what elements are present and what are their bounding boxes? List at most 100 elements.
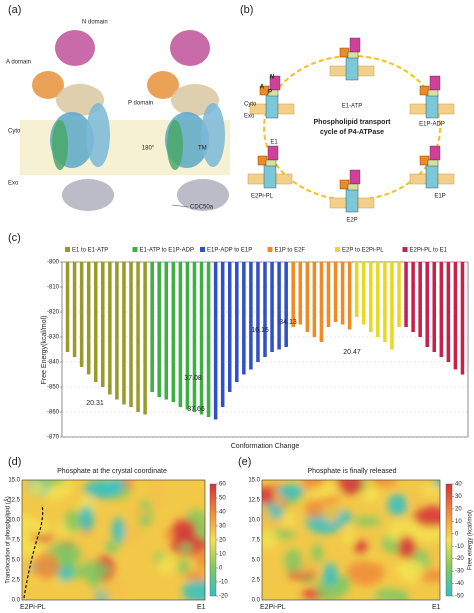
legend-label: E2Pi-PL to E1 bbox=[410, 248, 448, 254]
label: Cyto bbox=[8, 129, 21, 135]
heat-blob bbox=[262, 530, 279, 550]
y-tick-label: -840 bbox=[47, 360, 60, 366]
bar bbox=[270, 262, 274, 352]
legend-swatch bbox=[200, 247, 205, 252]
n-domain bbox=[267, 145, 279, 161]
protein-domain bbox=[86, 103, 110, 167]
label: CDC50a bbox=[190, 205, 214, 211]
y-tick-label: -800 bbox=[47, 260, 60, 266]
legend-swatch bbox=[267, 247, 273, 252]
a-domain bbox=[419, 85, 430, 96]
label: N domain bbox=[82, 20, 108, 26]
bar bbox=[164, 262, 169, 400]
bar bbox=[185, 262, 190, 410]
y-tick-label: -860 bbox=[47, 410, 60, 416]
bar bbox=[263, 262, 267, 357]
label: (a) bbox=[8, 4, 21, 16]
label: P bbox=[268, 90, 272, 96]
heat-blob bbox=[157, 555, 176, 575]
label: 5.0 bbox=[252, 558, 261, 564]
bar bbox=[411, 262, 415, 332]
heat-blob bbox=[316, 576, 346, 600]
heat-blob bbox=[98, 580, 128, 598]
bar bbox=[178, 262, 183, 407]
bar bbox=[298, 262, 303, 325]
y-tick-label: -810 bbox=[47, 285, 60, 291]
leader bbox=[171, 204, 189, 208]
p-domain bbox=[427, 89, 439, 97]
bar bbox=[397, 262, 401, 327]
label: 15.0 bbox=[248, 478, 260, 484]
label: E2Pi-PL bbox=[251, 194, 274, 200]
protein-domain bbox=[167, 120, 183, 170]
bar bbox=[376, 262, 380, 337]
bar bbox=[86, 262, 91, 375]
bar bbox=[256, 262, 260, 362]
heat-blob bbox=[182, 579, 205, 600]
a-domain bbox=[339, 47, 350, 58]
bar bbox=[361, 262, 366, 325]
bar bbox=[404, 262, 408, 327]
label: N bbox=[270, 75, 274, 81]
p-domain bbox=[347, 51, 359, 59]
annotation: 16.15 bbox=[251, 327, 269, 334]
protein-domain bbox=[170, 30, 210, 66]
p-domain bbox=[267, 89, 279, 97]
heat-blob bbox=[196, 548, 205, 570]
bar bbox=[354, 262, 359, 317]
label: E1P bbox=[434, 194, 445, 200]
label: (c) bbox=[8, 232, 21, 244]
heat-blob bbox=[179, 542, 192, 554]
colorbar-label: 20 bbox=[455, 506, 462, 512]
label: E1 bbox=[270, 140, 278, 146]
annotation: 20.47 bbox=[343, 349, 361, 356]
bar bbox=[213, 262, 218, 420]
heatmap-frame bbox=[261, 479, 441, 601]
colorbar-label: 60 bbox=[219, 482, 226, 488]
heatmap bbox=[262, 480, 440, 600]
label: Translocation of phospholipid (Å) bbox=[5, 496, 12, 584]
y-tick-label: -820 bbox=[47, 310, 60, 316]
bar bbox=[277, 262, 281, 350]
label: E1P-ADP bbox=[419, 122, 445, 128]
label: E2Pi-PL bbox=[260, 604, 286, 611]
heat-blob bbox=[33, 553, 60, 581]
label: P domain bbox=[128, 101, 153, 107]
heat-blob bbox=[395, 590, 409, 600]
label: 12.5 bbox=[248, 498, 260, 504]
bar bbox=[108, 262, 112, 395]
tm-domain bbox=[345, 55, 359, 81]
heat-blob bbox=[354, 540, 368, 556]
label: (b) bbox=[240, 4, 253, 16]
label: 0.0 bbox=[252, 598, 261, 604]
bar bbox=[115, 262, 119, 400]
bar bbox=[291, 262, 295, 327]
bar bbox=[432, 262, 437, 352]
label: Phosphate is finally released bbox=[307, 468, 396, 475]
bar bbox=[284, 262, 288, 347]
protein-domain bbox=[52, 120, 68, 170]
bar bbox=[220, 262, 225, 407]
a-domain bbox=[419, 155, 430, 166]
tm-domain bbox=[345, 187, 359, 213]
bar bbox=[227, 262, 232, 392]
p-domain bbox=[265, 159, 277, 167]
colorbar bbox=[445, 483, 453, 597]
colorbar-label: 0 bbox=[219, 566, 223, 572]
colorbar-label: 10 bbox=[455, 519, 462, 525]
heat-blob bbox=[419, 485, 440, 496]
label: 10.0 bbox=[248, 518, 260, 524]
annotation: 37.66 bbox=[187, 406, 205, 413]
annotation: 20.31 bbox=[86, 400, 104, 407]
bar bbox=[319, 262, 324, 342]
label: Phosphate at the crystal coordinate bbox=[57, 468, 167, 475]
label: 5.0 bbox=[12, 558, 21, 564]
heat-blob bbox=[77, 561, 110, 580]
a-domain bbox=[257, 155, 268, 166]
heat-blob bbox=[86, 572, 102, 588]
bar bbox=[136, 262, 140, 412]
label: 12.5 bbox=[8, 498, 20, 504]
bar bbox=[129, 262, 133, 407]
bar bbox=[206, 262, 211, 417]
heat-blob bbox=[184, 571, 205, 582]
